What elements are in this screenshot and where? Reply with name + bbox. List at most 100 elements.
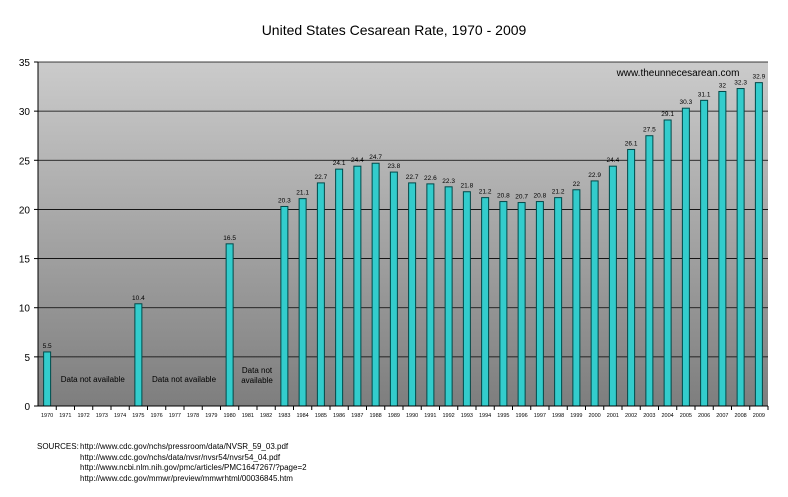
- x-tick-label: 1970: [41, 413, 53, 419]
- x-tick-label: 1996: [516, 413, 528, 419]
- x-tick-label: 1998: [552, 413, 564, 419]
- x-tick-label: 1976: [151, 413, 163, 419]
- source-url: http://www.ncbi.nlm.nih.gov/pmc/articles…: [80, 463, 307, 472]
- data-label: 22.9: [588, 172, 601, 179]
- data-label: 24.4: [351, 157, 364, 164]
- x-tick-label: 1972: [78, 413, 90, 419]
- bar: [554, 197, 563, 407]
- data-label: 21.8: [461, 183, 474, 190]
- sources-label: SOURCES:: [37, 442, 79, 451]
- source-url: http://www.cdc.gov/nchs/pressroom/data/N…: [80, 442, 289, 451]
- y-tick-label: 10: [19, 304, 31, 315]
- y-tick-label: 15: [19, 255, 31, 266]
- x-tick-label: 1992: [443, 413, 455, 419]
- bar: [225, 243, 234, 407]
- data-label: 20.7: [515, 194, 528, 201]
- x-tick-label: 1978: [187, 413, 199, 419]
- x-tick-label: 1987: [351, 413, 363, 419]
- annotation: Data not available: [241, 366, 273, 385]
- data-label: 5.5: [43, 343, 52, 350]
- watermark: www.theunnecesarean.com: [616, 68, 740, 79]
- sources: SOURCES: http://www.cdc.gov/nchs/pressroo…: [37, 442, 307, 484]
- bar: [298, 198, 307, 407]
- x-tick-label: 1977: [169, 413, 181, 419]
- x-tick-label: 1989: [388, 413, 400, 419]
- data-label: 16.5: [223, 235, 236, 242]
- bar-chart: 0 5 10 15 20 25 30 35 www.theunnecesarean.com 197…: [19, 58, 769, 419]
- bar: [371, 162, 380, 407]
- x-tick-label: 1981: [242, 413, 254, 419]
- x-tick-label: 1990: [406, 413, 418, 419]
- data-label: 10.4: [132, 295, 145, 302]
- y-tick-label: 30: [19, 107, 31, 118]
- y-tick-label: 20: [19, 205, 31, 216]
- data-label: 21.1: [296, 190, 309, 197]
- x-tick-label: 2003: [643, 413, 655, 419]
- bar: [134, 303, 143, 407]
- bar: [608, 165, 617, 407]
- bar: [517, 202, 526, 407]
- x-tick-label: 1983: [278, 413, 290, 419]
- bar: [481, 197, 490, 407]
- x-tick-label: 2006: [698, 413, 710, 419]
- data-label: 20.8: [497, 193, 510, 200]
- data-label: 32.3: [734, 80, 747, 87]
- data-label: 20.8: [534, 193, 547, 200]
- x-tick-label: 1995: [497, 413, 509, 419]
- bar: [43, 351, 52, 407]
- bar: [754, 82, 763, 407]
- bar: [718, 90, 727, 407]
- x-tick-label: 2004: [662, 413, 674, 419]
- x-tick-label: 2001: [607, 413, 619, 419]
- bar: [736, 88, 745, 407]
- source-url: http://www.cdc.gov/nchs/data/nvsr/nvsr54…: [80, 452, 281, 462]
- y-tick-label: 5: [24, 353, 30, 364]
- bar: [335, 168, 344, 407]
- data-label: 32.9: [753, 74, 766, 81]
- x-tick-label: 1980: [224, 413, 236, 419]
- bar: [700, 99, 709, 407]
- data-label: 22.6: [424, 175, 437, 182]
- x-tick-label: 1975: [132, 413, 144, 419]
- bar: [627, 148, 636, 407]
- data-label: 21.2: [479, 189, 492, 196]
- data-label: 27.5: [643, 127, 656, 134]
- bar: [408, 182, 417, 407]
- x-tick-label: 2002: [625, 413, 637, 419]
- bar: [353, 165, 362, 407]
- bar: [535, 201, 544, 407]
- x-tick-label: 2000: [589, 413, 601, 419]
- data-label: 22.7: [315, 174, 328, 181]
- bar: [645, 135, 654, 407]
- bar: [426, 183, 435, 407]
- data-label: 31.1: [698, 91, 711, 98]
- data-label: 32: [719, 82, 727, 89]
- annotation: Data not available: [61, 375, 126, 384]
- x-tick-label: 1994: [479, 413, 491, 419]
- bar: [389, 171, 398, 407]
- data-label: 22.3: [442, 178, 455, 185]
- plot-area: [38, 62, 768, 406]
- data-label: 24.7: [369, 154, 382, 161]
- data-label: 24.1: [333, 160, 346, 167]
- bar: [280, 205, 289, 407]
- x-tick-label: 1993: [461, 413, 473, 419]
- bar: [316, 182, 325, 407]
- data-label: 26.1: [625, 140, 638, 147]
- x-tick-label: 2007: [716, 413, 728, 419]
- bar: [572, 189, 581, 407]
- bar: [462, 191, 471, 407]
- bar: [444, 186, 453, 407]
- source-url: http://www.cdc.gov/mmwr/preview/mmwrhtml…: [80, 473, 293, 483]
- x-tick-label: 1984: [297, 413, 309, 419]
- x-tick-label: 1971: [59, 413, 71, 419]
- x-tick-label: 1974: [114, 413, 126, 419]
- x-tick-label: 2008: [735, 413, 747, 419]
- data-label: 24.4: [607, 157, 620, 164]
- x-tick-label: 1986: [333, 413, 345, 419]
- y-tick-label: 35: [19, 58, 31, 69]
- data-label: 29.1: [661, 111, 674, 118]
- x-tick-label: 1988: [370, 413, 382, 419]
- data-label: 21.2: [552, 189, 565, 196]
